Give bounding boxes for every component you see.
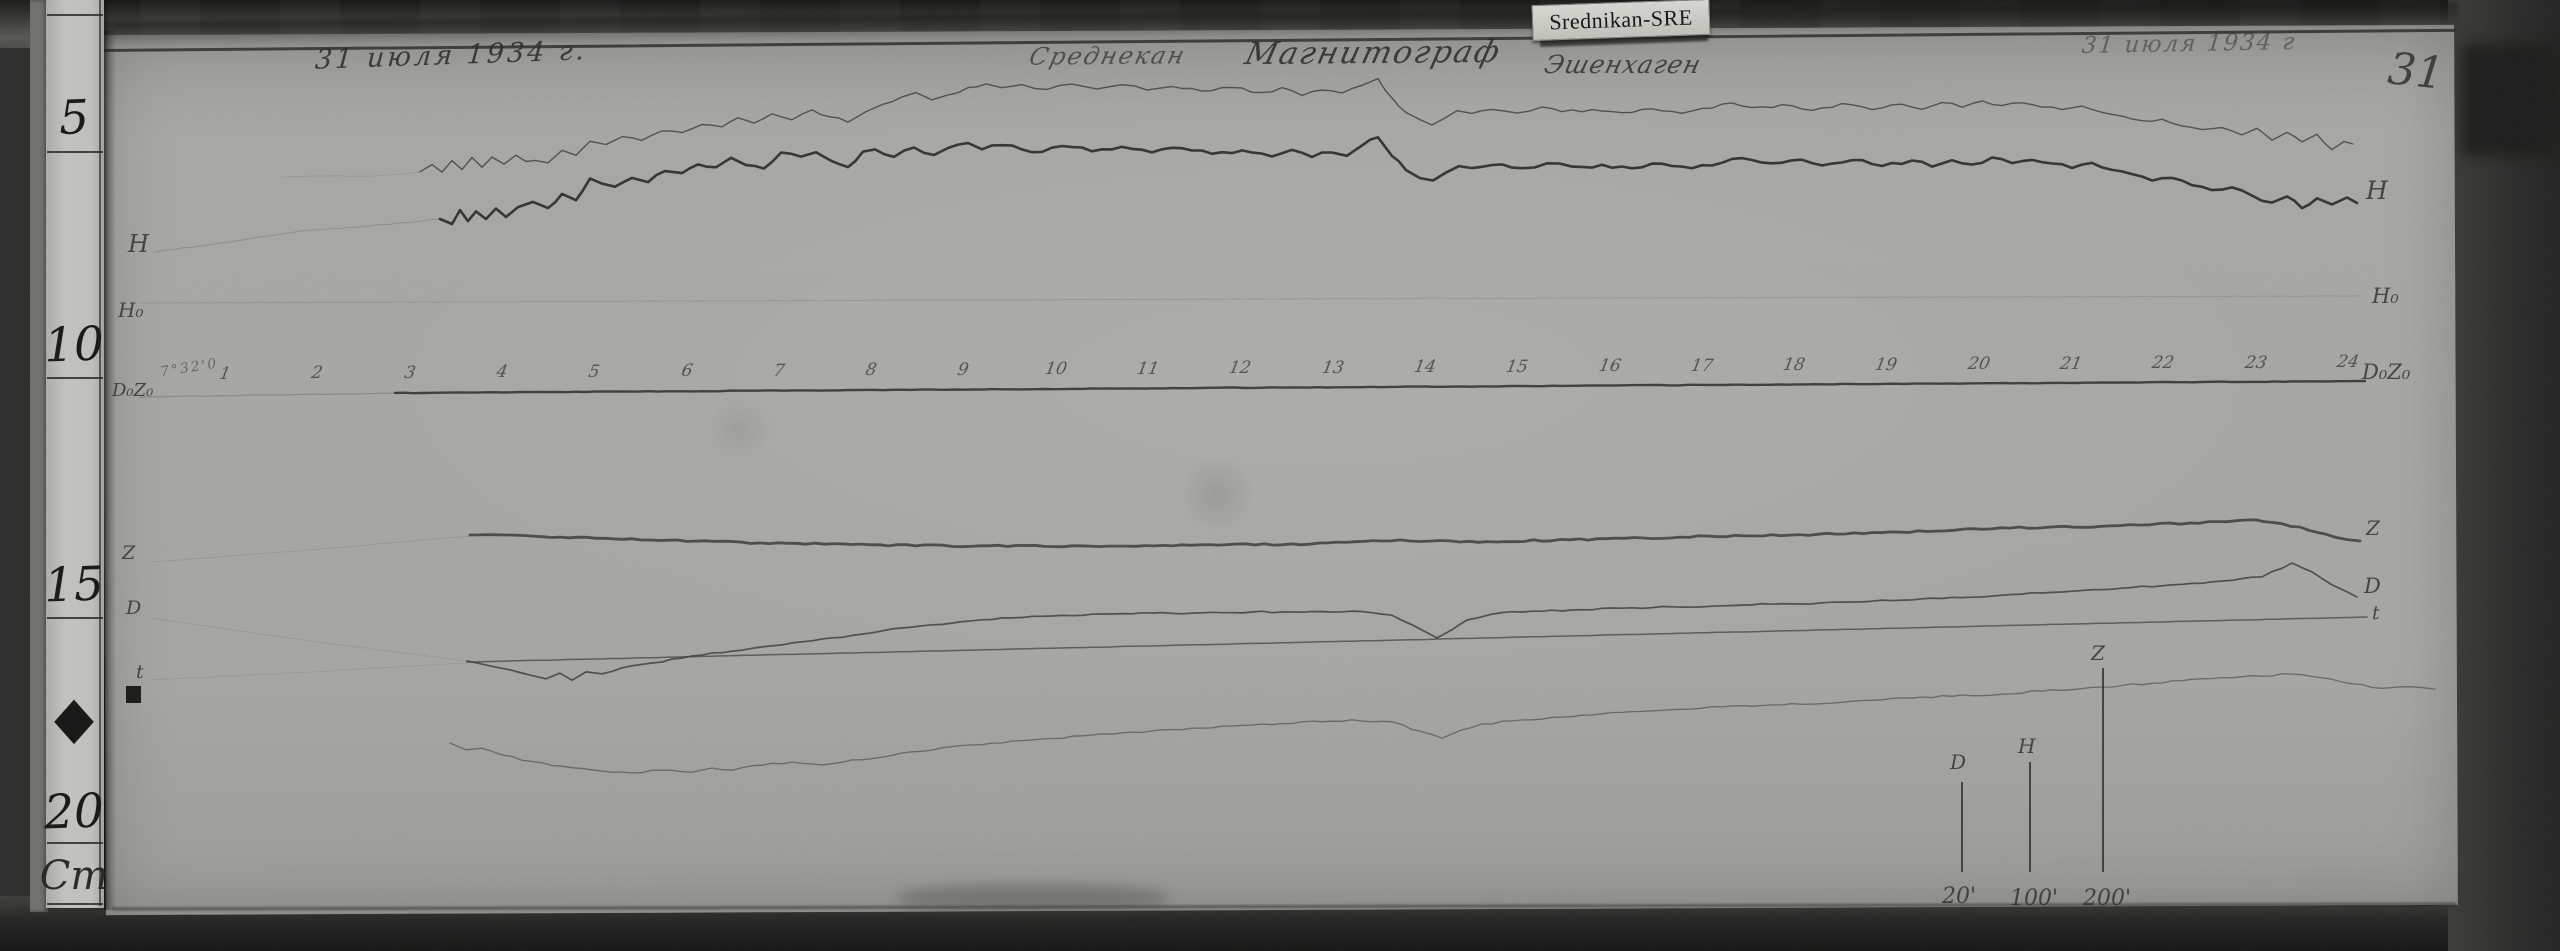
component-label-D: D (2364, 574, 2381, 598)
ruler-section-line (47, 14, 103, 16)
hour-tick-12: 12 (1227, 358, 1253, 379)
ruler-section-line (47, 842, 103, 844)
date-annotation-right: 31 июля 1934 г (2080, 29, 2298, 59)
hour-tick-3: 3 (402, 362, 417, 383)
hour-tick-21: 21 (2058, 353, 2084, 374)
ruler-section-line (47, 903, 103, 905)
hour-tick-19: 19 (1873, 354, 1900, 375)
handwritten-instrument-name: Магнитограф (1241, 33, 1506, 73)
hour-tick-5: 5 (587, 361, 602, 382)
hour-tick-23: 23 (2243, 352, 2269, 373)
component-label-H: H (128, 230, 149, 258)
hour-tick-16: 16 (1596, 356, 1623, 377)
hour-tick-1: 1 (217, 364, 233, 384)
ruler-section-line (47, 151, 103, 153)
ruler-mark-20: 20 (43, 783, 105, 841)
component-label-H₀: H₀ (2372, 284, 2399, 308)
component-label-D₀Z₀: D₀Z₀ (112, 380, 154, 401)
hour-tick-2: 2 (310, 363, 325, 384)
component-label-H: H (2366, 176, 2388, 205)
scale-bar-value-label: 100' (2010, 886, 2059, 911)
ruler-unit-label: Cm (39, 853, 109, 899)
ruler-mark-10: 10 (43, 316, 105, 374)
hour-tick-6: 6 (679, 361, 694, 382)
hour-tick-18: 18 (1781, 355, 1807, 376)
ruler-section-line (47, 377, 103, 379)
diamond-icon: ◆ (54, 684, 94, 752)
hour-tick-10: 10 (1043, 359, 1069, 380)
hour-tick-8: 8 (863, 360, 879, 381)
page-number: 31 (2385, 43, 2447, 100)
hour-tick-17: 17 (1689, 355, 1715, 376)
station-name-tag: Srednikan-SRE (1531, 0, 1711, 42)
scale-bar-component-label: H (2018, 734, 2036, 758)
component-label-D: D (126, 597, 142, 619)
scale-bar-component-label: Z (2091, 641, 2105, 665)
component-label-Z: Z (2366, 516, 2380, 540)
scale-bar-component-label: D (1950, 750, 1967, 774)
component-label-Z: Z (122, 542, 136, 564)
hour-tick-4: 4 (494, 362, 510, 383)
hour-tick-7: 7 (771, 360, 786, 381)
hour-tick-9: 9 (956, 359, 971, 380)
ruler-mark-5: 5 (58, 89, 90, 147)
handwritten-station-name: Среднекан (1026, 41, 1190, 71)
hour-tick-14: 14 (1412, 357, 1438, 378)
ruler-edge-line (99, 0, 101, 906)
handwritten-instrument-type: Эшенхаген (1541, 50, 1705, 79)
hour-tick-24: 24 (2335, 352, 2361, 373)
hour-tick-11: 11 (1135, 358, 1161, 379)
component-label-t: t (136, 661, 144, 683)
ruler-section-line (47, 617, 103, 619)
component-label-H₀: H₀ (118, 298, 144, 322)
scale-bar-value-label: 20' (1942, 884, 1977, 909)
hour-tick-15: 15 (1504, 356, 1530, 377)
hour-tick-13: 13 (1320, 357, 1346, 378)
hour-tick-20: 20 (1966, 354, 1992, 375)
ruler-mark-15: 15 (43, 556, 105, 614)
component-label-t: t (2372, 602, 2380, 624)
component-label-D₀Z₀: D₀Z₀ (2362, 360, 2411, 384)
scale-bar-value-label: 200' (2083, 886, 2132, 911)
hour-tick-22: 22 (2150, 353, 2176, 374)
